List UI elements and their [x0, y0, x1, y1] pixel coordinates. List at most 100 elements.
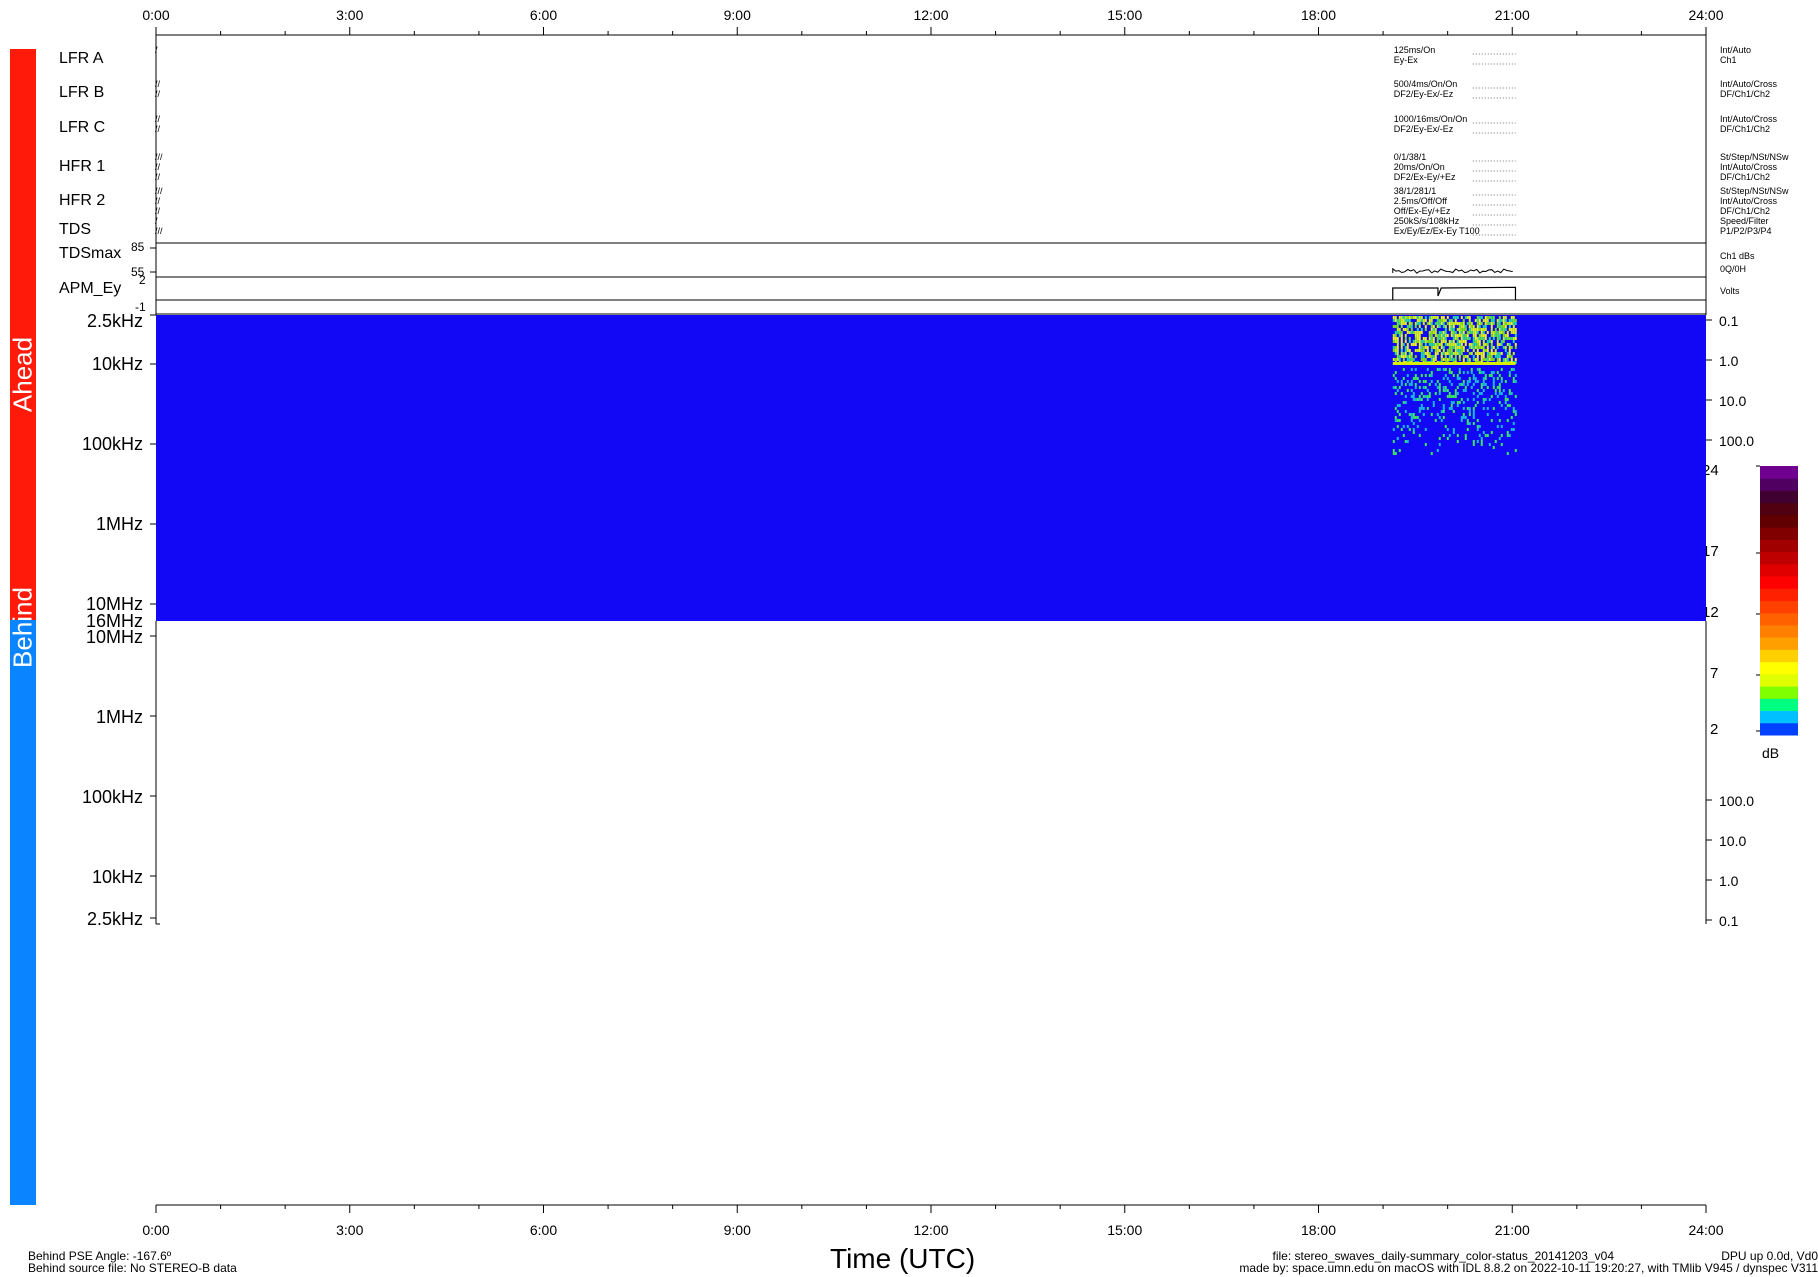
status-row-label: LFR A — [59, 50, 104, 67]
spectrogram-pixel — [1514, 410, 1517, 413]
spectrogram-pixel — [1426, 407, 1429, 410]
spectrogram-pixel — [1506, 358, 1509, 361]
spectrogram-pixel — [1428, 331, 1431, 334]
spectrogram-pixel — [1470, 352, 1473, 355]
spectrogram-pixel — [1398, 358, 1401, 361]
spectrogram-pixel — [1450, 358, 1453, 361]
spectrogram-pixel — [1434, 316, 1437, 319]
spectrogram-pixel — [1490, 343, 1493, 346]
top-time-label: 24:00 — [1688, 7, 1724, 23]
ahead-right-label-2: 10.0 — [1719, 393, 1747, 409]
spectrogram-pixel — [1486, 407, 1489, 410]
spectrogram-pixel — [1430, 322, 1433, 325]
spectrogram-pixel — [1464, 343, 1467, 346]
spectrogram-pixel — [1512, 380, 1515, 383]
spectrogram-pixel — [1478, 392, 1481, 395]
spectrogram-pixel — [1472, 349, 1475, 352]
spectrogram-pixel — [1452, 343, 1455, 346]
spectrogram-pixel — [1508, 352, 1511, 355]
spectrogram-pixel — [1404, 328, 1407, 331]
spectrogram-pixel — [1482, 401, 1485, 404]
spectrogram-pixel — [1496, 322, 1499, 325]
spectrogram-pixel — [1480, 386, 1483, 389]
spectrogram-pixel — [1466, 419, 1469, 422]
spectrogram-pixel — [1430, 319, 1433, 322]
spectrogram-pixel — [1422, 349, 1425, 352]
spectrogram-pixel — [1498, 322, 1501, 325]
spectrogram-pixel — [1404, 316, 1407, 319]
spectrogram-pixel — [1514, 449, 1517, 452]
spectrogram-pixel — [1444, 328, 1447, 331]
spectrogram-pixel — [1392, 340, 1395, 343]
spectrogram-pixel — [1408, 331, 1411, 334]
spectrogram-pixel — [1392, 346, 1395, 349]
spectrogram-pixel — [1498, 355, 1501, 358]
colorbar-segment — [1760, 661, 1798, 675]
spectrogram-pixel — [1408, 358, 1411, 361]
spectrogram-pixel — [1504, 319, 1507, 322]
spectrogram-pixel — [1412, 413, 1415, 416]
spectrogram-pixel — [1408, 337, 1411, 340]
spectrogram-pixel — [1402, 368, 1405, 371]
spectrogram-pixel — [1430, 349, 1433, 352]
spectrogram-pixel — [1480, 316, 1483, 319]
spectrogram-pixel — [1454, 337, 1457, 340]
spectrogram-pixel — [1402, 316, 1405, 319]
spectrogram-pixel — [1446, 395, 1449, 398]
bottom-time-label: 12:00 — [913, 1222, 949, 1238]
spectrogram-pixel — [1420, 355, 1423, 358]
spectrogram-pixel — [1512, 422, 1515, 425]
spectrogram-pixel — [1456, 374, 1459, 377]
spectrogram-pixel — [1484, 322, 1487, 325]
spectrogram-pixel — [1444, 334, 1447, 337]
spectrogram-pixel — [1406, 374, 1409, 377]
spectrogram-pixel — [1404, 383, 1407, 386]
spectrogram-pixel — [1442, 377, 1445, 380]
spectrogram-pixel — [1442, 404, 1445, 407]
spectrogram-pixel — [1454, 343, 1457, 346]
spectrogram-pixel — [1452, 331, 1455, 334]
spectrogram-pixel — [1484, 383, 1487, 386]
spectrogram-pixel — [1480, 383, 1483, 386]
spectrogram-pixel — [1438, 319, 1441, 322]
spectrogram-pixel — [1420, 328, 1423, 331]
spectrogram-pixel — [1468, 410, 1471, 413]
spectrogram-pixel — [1498, 337, 1501, 340]
spectrogram-pixel — [1394, 358, 1397, 361]
spectrogram-pixel — [1484, 374, 1487, 377]
spectrogram-pixel — [1410, 316, 1413, 319]
status-row-label: LFR B — [59, 84, 105, 101]
spectrogram-pixel — [1438, 437, 1441, 440]
spectrogram-pixel — [1510, 319, 1513, 322]
spectrogram-pixel — [1442, 358, 1445, 361]
spectrogram-pixel — [1504, 401, 1507, 404]
spectrogram-pixel — [1458, 355, 1461, 358]
spectrogram-pixel — [1410, 395, 1413, 398]
spectrogram-pixel — [1446, 334, 1449, 337]
spectrogram-pixel — [1472, 331, 1475, 334]
spectrogram-pixel — [1436, 346, 1439, 349]
spectrogram-pixel — [1394, 319, 1397, 322]
spectrogram-pixel — [1392, 349, 1395, 352]
spectrogram-pixel — [1450, 395, 1453, 398]
spectrogram-pixel — [1476, 331, 1479, 334]
spectrogram-pixel — [1392, 358, 1395, 361]
spectrogram-pixel — [1514, 346, 1517, 349]
spectrogram-pixel — [1468, 331, 1471, 334]
spectrogram-pixel — [1476, 395, 1479, 398]
colorbar-segment — [1760, 563, 1798, 577]
spectrogram-pixel — [1486, 358, 1489, 361]
status-right-text: Int/Auto — [1720, 45, 1752, 55]
spectrogram-pixel — [1432, 340, 1435, 343]
spectrogram-pixel — [1510, 331, 1513, 334]
spectrogram-pixel — [1436, 449, 1439, 452]
spectrogram-pixel — [1408, 316, 1411, 319]
spectrogram-pixel — [1510, 355, 1513, 358]
colorbar-segment — [1760, 637, 1798, 650]
spectrogram-pixel — [1502, 319, 1505, 322]
colorbar-segment — [1760, 527, 1798, 540]
spectrogram-pixel — [1418, 395, 1421, 398]
spectrogram-pixel — [1420, 407, 1423, 410]
spectrogram-pixel — [1424, 443, 1427, 446]
spectrogram-pixel — [1400, 428, 1403, 431]
